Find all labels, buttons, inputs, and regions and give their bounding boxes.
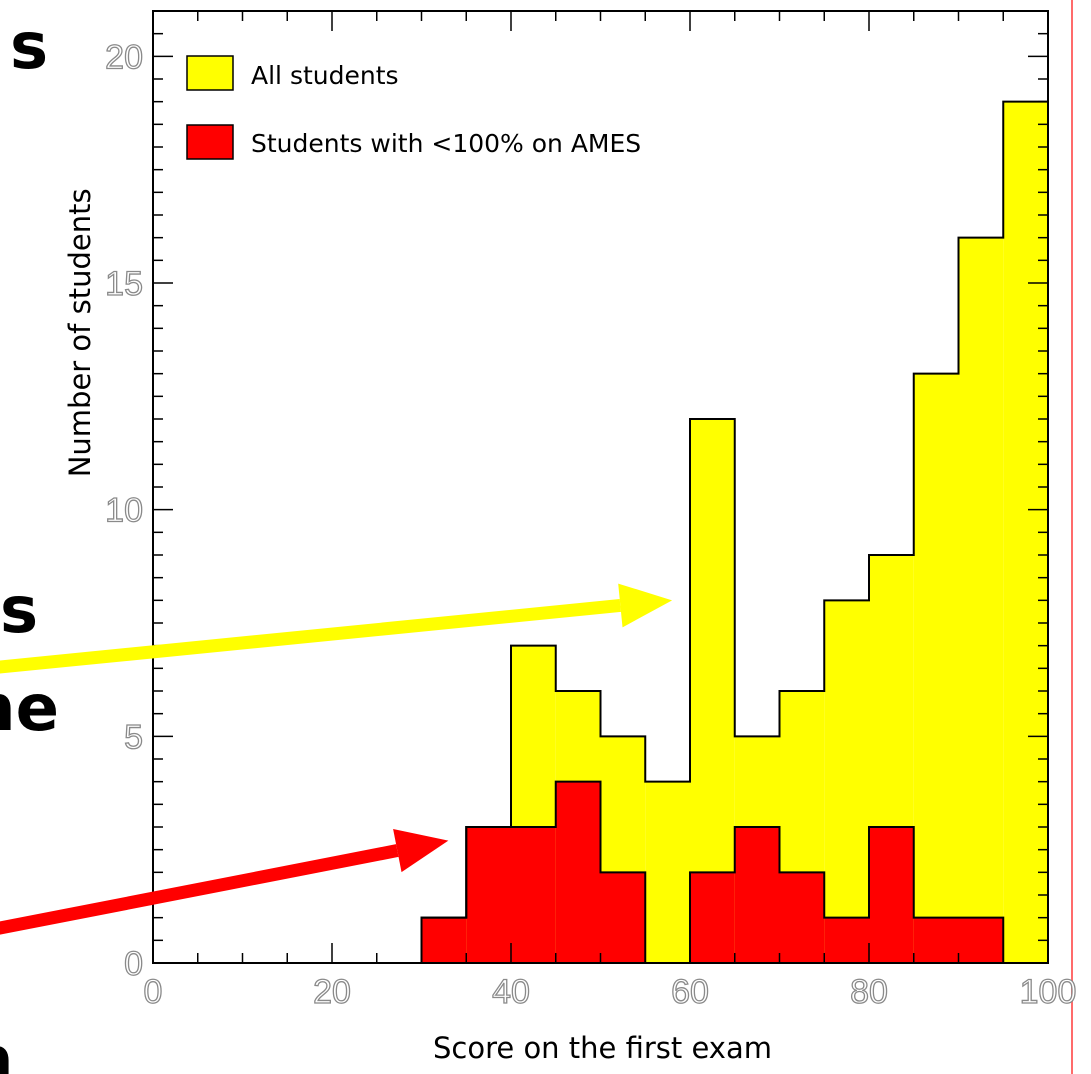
histogram-bar (913, 373, 959, 964)
histogram-bar (824, 917, 869, 963)
slide-text-fragment: n (0, 1024, 14, 1074)
histogram-bar (734, 827, 780, 963)
x-tick-label: 0 (144, 973, 163, 1011)
y-tick-label: 5 (124, 718, 143, 756)
histogram-bar (690, 872, 735, 963)
histogram-bar (645, 781, 690, 963)
annotation-arrows (0, 583, 673, 935)
x-tick-label: 40 (492, 973, 530, 1011)
histogram-bar (779, 872, 825, 963)
x-tick-label: 20 (313, 973, 351, 1011)
y-tick-label: 0 (124, 945, 143, 983)
x-axis-label: Score on the first exam (433, 1031, 772, 1065)
annotation-arrow-head (393, 828, 449, 873)
y-tick-label: 20 (105, 38, 143, 76)
histogram-bar (958, 237, 1004, 963)
annotation-arrow-head (618, 583, 673, 628)
legend-label-all-students: All students (251, 61, 399, 90)
slide-text-fragment: s (0, 574, 38, 648)
legend-swatch-all-students (186, 55, 234, 91)
slide-text-fragment: l (0, 782, 4, 856)
y-tick-label: 10 (105, 492, 143, 530)
histogram-bar (421, 917, 467, 963)
slide-text-fragments: s s ne l n (0, 10, 59, 1074)
histogram-bar (511, 827, 556, 963)
axis-tick-labels: 0 5 10 15 20 0 20 40 60 80 100 (105, 38, 1077, 1012)
x-tick-label: 80 (850, 973, 888, 1011)
histogram-bar (466, 827, 511, 963)
annotation-arrow-shaft (0, 598, 621, 674)
x-tick-label: 60 (671, 973, 709, 1011)
legend-label-students-below-100: Students with <100% on AMES (251, 129, 641, 158)
histogram-bar (869, 827, 914, 963)
histogram-bar (824, 600, 869, 963)
histogram-bar (913, 917, 959, 963)
y-axis-label: Number of students (63, 188, 97, 477)
series-students-below-100-ames (421, 781, 1004, 963)
slide-text-fragment: s (10, 10, 48, 84)
legend: All students Students with <100% on AMES (186, 55, 641, 160)
histogram-bar (600, 872, 646, 963)
slide-text-fragment: ne (0, 672, 59, 746)
x-tick-label: 100 (1020, 973, 1077, 1011)
axis-ticks (152, 10, 1049, 964)
legend-swatch-students-below-100 (186, 124, 234, 160)
histogram-bar (958, 917, 1004, 963)
histogram-bar (555, 781, 601, 963)
annotation-arrow-shaft (0, 844, 399, 935)
y-tick-label: 15 (105, 265, 143, 303)
